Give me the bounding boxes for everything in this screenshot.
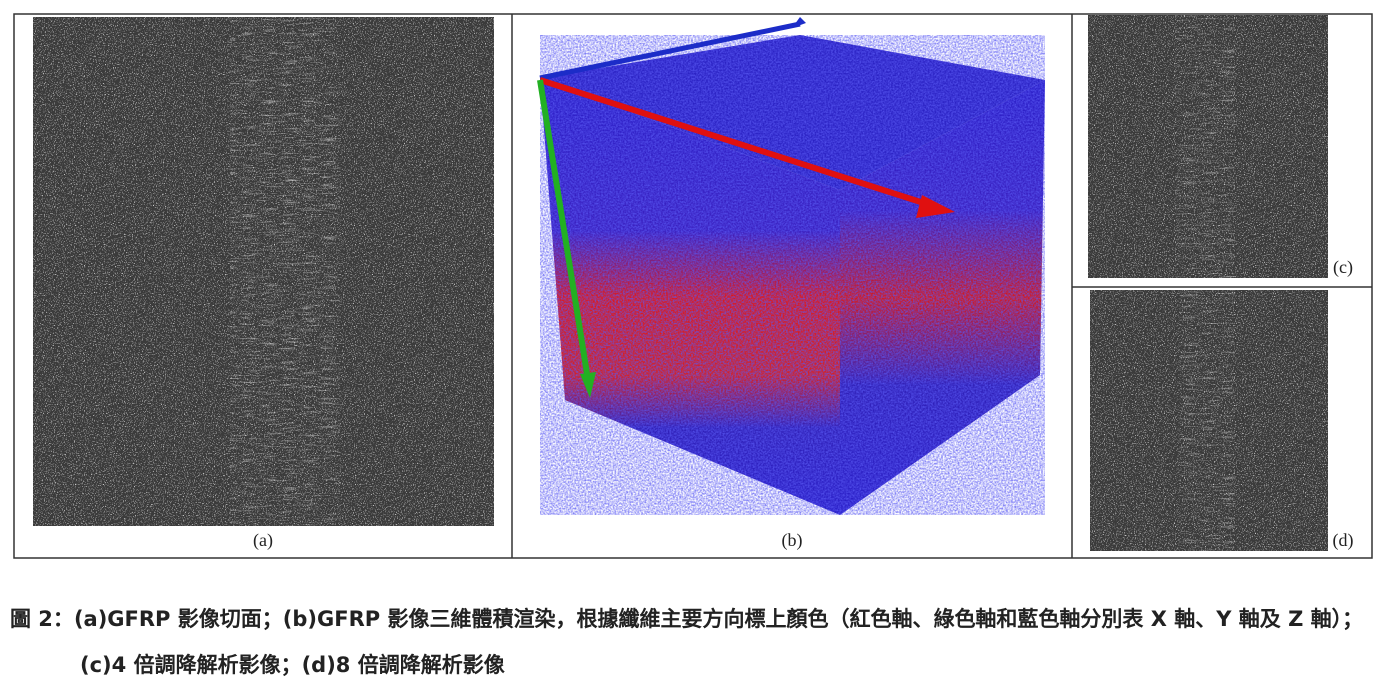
panel-label: (b) xyxy=(782,530,803,551)
fiber-band xyxy=(1175,15,1235,278)
panel-label: (d) xyxy=(1333,530,1354,551)
caption-text: (a)GFRP 影像切面；(b)GFRP 影像三維體積渲染，根據纖維主要方向標上… xyxy=(73,607,1364,677)
caption-label: 圖 2： xyxy=(10,607,74,631)
panel-label: (c) xyxy=(1333,257,1353,278)
caption: 圖 2：(a)GFRP 影像切面；(b)GFRP 影像三維體積渲染，根據纖維主要… xyxy=(10,596,1380,688)
fiber-band xyxy=(230,17,340,526)
volume-render xyxy=(537,17,1045,515)
figure: (a) (b) (c) (d) xyxy=(13,13,1373,559)
panel-label: (a) xyxy=(253,530,273,551)
frame xyxy=(13,13,1373,559)
fiber-band xyxy=(1180,290,1235,551)
